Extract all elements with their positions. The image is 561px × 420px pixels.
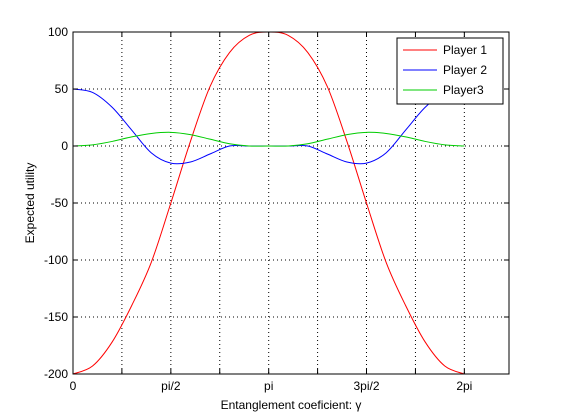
x-tick-label: 0 bbox=[70, 379, 77, 393]
series-line-3 bbox=[72, 131, 465, 147]
y-tick-label: -150 bbox=[44, 310, 68, 324]
legend-label: Player 1 bbox=[443, 43, 487, 57]
legend-label: Player 2 bbox=[443, 63, 487, 77]
legend-label: Player3 bbox=[443, 83, 484, 97]
y-axis-label: Expected utility bbox=[23, 163, 37, 244]
x-tick-label: pi/2 bbox=[161, 379, 181, 393]
x-axis-label: Entanglement coeficient: γ bbox=[221, 398, 362, 412]
legend: Player 1 Player 2 Player3 bbox=[396, 37, 504, 105]
y-tick-label: 50 bbox=[55, 82, 69, 96]
axis-ticks: 0 pi/2 pi 3pi/2 2pi 100 50 0 -50 -100 -150 -200 bbox=[44, 25, 509, 393]
y-tick-label: 100 bbox=[48, 25, 68, 39]
x-tick-label: pi bbox=[264, 379, 273, 393]
y-tick-label: 0 bbox=[61, 139, 68, 153]
x-tick-label: 2pi bbox=[456, 379, 472, 393]
y-tick-label: -200 bbox=[44, 367, 68, 381]
y-tick-label: -100 bbox=[44, 253, 68, 267]
legend-box bbox=[396, 37, 504, 105]
y-tick-label: -50 bbox=[51, 196, 69, 210]
x-tick-label: 3pi/2 bbox=[353, 379, 379, 393]
